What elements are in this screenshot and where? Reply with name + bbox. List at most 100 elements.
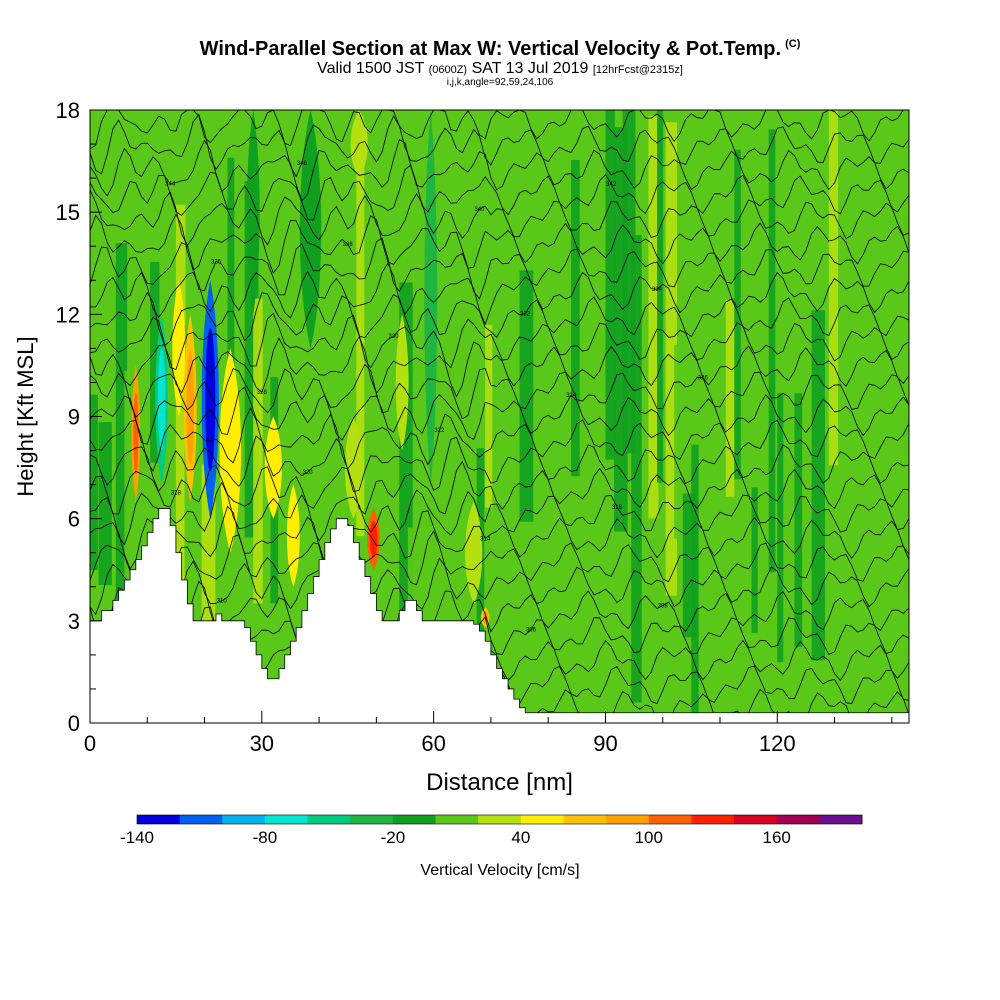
colorbar-swatch (776, 815, 820, 824)
isentrope-label: 342 (606, 182, 617, 188)
y-tick-label: 12 (56, 302, 80, 327)
field-streak (811, 310, 825, 661)
field-streak (742, 369, 753, 591)
title-text: Wind-Parallel Section at Max W: Vertical… (199, 38, 782, 60)
velocity-cell (344, 416, 363, 519)
velocity-cell (286, 484, 300, 587)
field-streak (768, 129, 776, 573)
colorbar-tick-label: -140 (120, 828, 154, 847)
field-streak (828, 110, 839, 466)
isentrope-label: 340 (474, 207, 485, 213)
field-streak (493, 387, 503, 553)
colorbar-swatch (435, 815, 479, 824)
field-streak (553, 504, 563, 705)
colorbar-swatch (563, 815, 607, 824)
isentrope-label: 314 (480, 536, 491, 542)
x-axis-label: Distance [nm] (426, 769, 573, 796)
field-streak (287, 252, 301, 650)
field-streak (175, 204, 186, 677)
isentrope-line (90, 237, 909, 300)
field-streak (777, 393, 784, 663)
colorbar-swatch (819, 815, 863, 824)
velocity-cell (424, 110, 438, 485)
chart-subtitle: Valid 1500 JST (0600Z) SAT 13 Jul 2019 [… (0, 60, 1000, 78)
colorbar-swatch (350, 815, 394, 824)
isentrope-label: 322 (434, 428, 445, 434)
isentrope-line (90, 336, 909, 398)
isentrope-line (90, 386, 909, 445)
field-streak (631, 234, 642, 703)
velocity-core (133, 392, 139, 475)
plot-axes: 0 3 6 9 12 15 18 0 30 60 90 120 Distance [nm] Height … (13, 98, 910, 796)
field-streak (674, 344, 682, 539)
field-streak (725, 299, 735, 497)
velocity-core (369, 520, 378, 558)
field-streak (253, 298, 263, 604)
field-streak (124, 370, 136, 588)
field-streak (485, 324, 493, 508)
utc-time: (0600Z) (428, 64, 468, 76)
isentrope-line (90, 262, 909, 326)
velocity-cell (465, 501, 483, 604)
colorbar-swatch (264, 815, 309, 824)
isentrope-label: 310 (217, 599, 228, 605)
chart-title: Wind-Parallel Section at Max W: Vertical… (0, 38, 1000, 61)
isentrope-line (90, 505, 909, 570)
field-streak (794, 393, 803, 647)
colorbar-tick-label: 100 (635, 828, 663, 847)
isentrope-line (90, 189, 909, 247)
colorbar-label: Vertical Velocity [cm/s] (420, 862, 580, 879)
field-streak (657, 110, 664, 483)
grid-params: i,j,k,angle=92,59,24,106 (446, 77, 554, 88)
colorbar-swatch (392, 815, 437, 824)
colorbar-tick-label: 160 (763, 828, 791, 847)
x-tick-label: 30 (250, 731, 274, 756)
colorbar-swatch (478, 815, 522, 824)
field-streak (382, 161, 396, 454)
isentrope-line (90, 460, 909, 515)
colorbar-tick-label: -20 (381, 828, 406, 847)
isentrope-line (90, 213, 909, 274)
isentrope-label: 346 (297, 161, 308, 167)
field-streak (502, 315, 509, 593)
velocity-core (186, 351, 195, 465)
colorbar-swatch (691, 815, 735, 824)
field-streak (751, 487, 758, 633)
field-streak (863, 381, 871, 627)
colorbar-swatch (520, 815, 564, 824)
isentrope-label: 330 (389, 334, 400, 340)
colorbar: -140 -80 -20 40 100 160 (120, 814, 863, 847)
field-streak (648, 115, 659, 519)
isentrope-label: 324 (566, 393, 577, 399)
isentrope-line (90, 530, 909, 594)
isentrope-label: 306 (526, 628, 537, 634)
field-streak (571, 160, 581, 477)
field-streak (906, 382, 909, 564)
isentrope-line (90, 312, 909, 371)
isentrope-line (90, 291, 909, 347)
isentrope-line (90, 557, 909, 616)
x-tick-label: 60 (421, 731, 445, 756)
colorbar-tick-label: 40 (511, 828, 530, 847)
y-tick-label: 15 (56, 200, 80, 225)
y-axis-label: Height [Kft MSL] (13, 336, 38, 496)
colorbar-frame (136, 814, 863, 825)
colorbar-swatch (307, 815, 351, 824)
colorbar-swatch (137, 815, 181, 824)
velocity-core (205, 327, 216, 471)
field-streak (98, 422, 112, 586)
colorbar-tick-label: -80 (253, 828, 278, 847)
valid-date: SAT 13 Jul 2019 (471, 60, 589, 77)
forecast-info: [12hrFcst@2315z] (592, 64, 683, 76)
field-streak (665, 122, 677, 596)
valid-time: Valid 1500 JST (317, 60, 425, 77)
colorbar-swatch (648, 815, 692, 824)
x-tick-label: 120 (759, 731, 796, 756)
isentrope-line (90, 110, 909, 150)
field-streak (141, 110, 149, 468)
isentrope-line (90, 164, 909, 221)
field-streak (90, 394, 98, 571)
velocity-core (157, 348, 166, 451)
field-streak (227, 157, 235, 517)
isentrope-label: 332 (520, 312, 531, 318)
